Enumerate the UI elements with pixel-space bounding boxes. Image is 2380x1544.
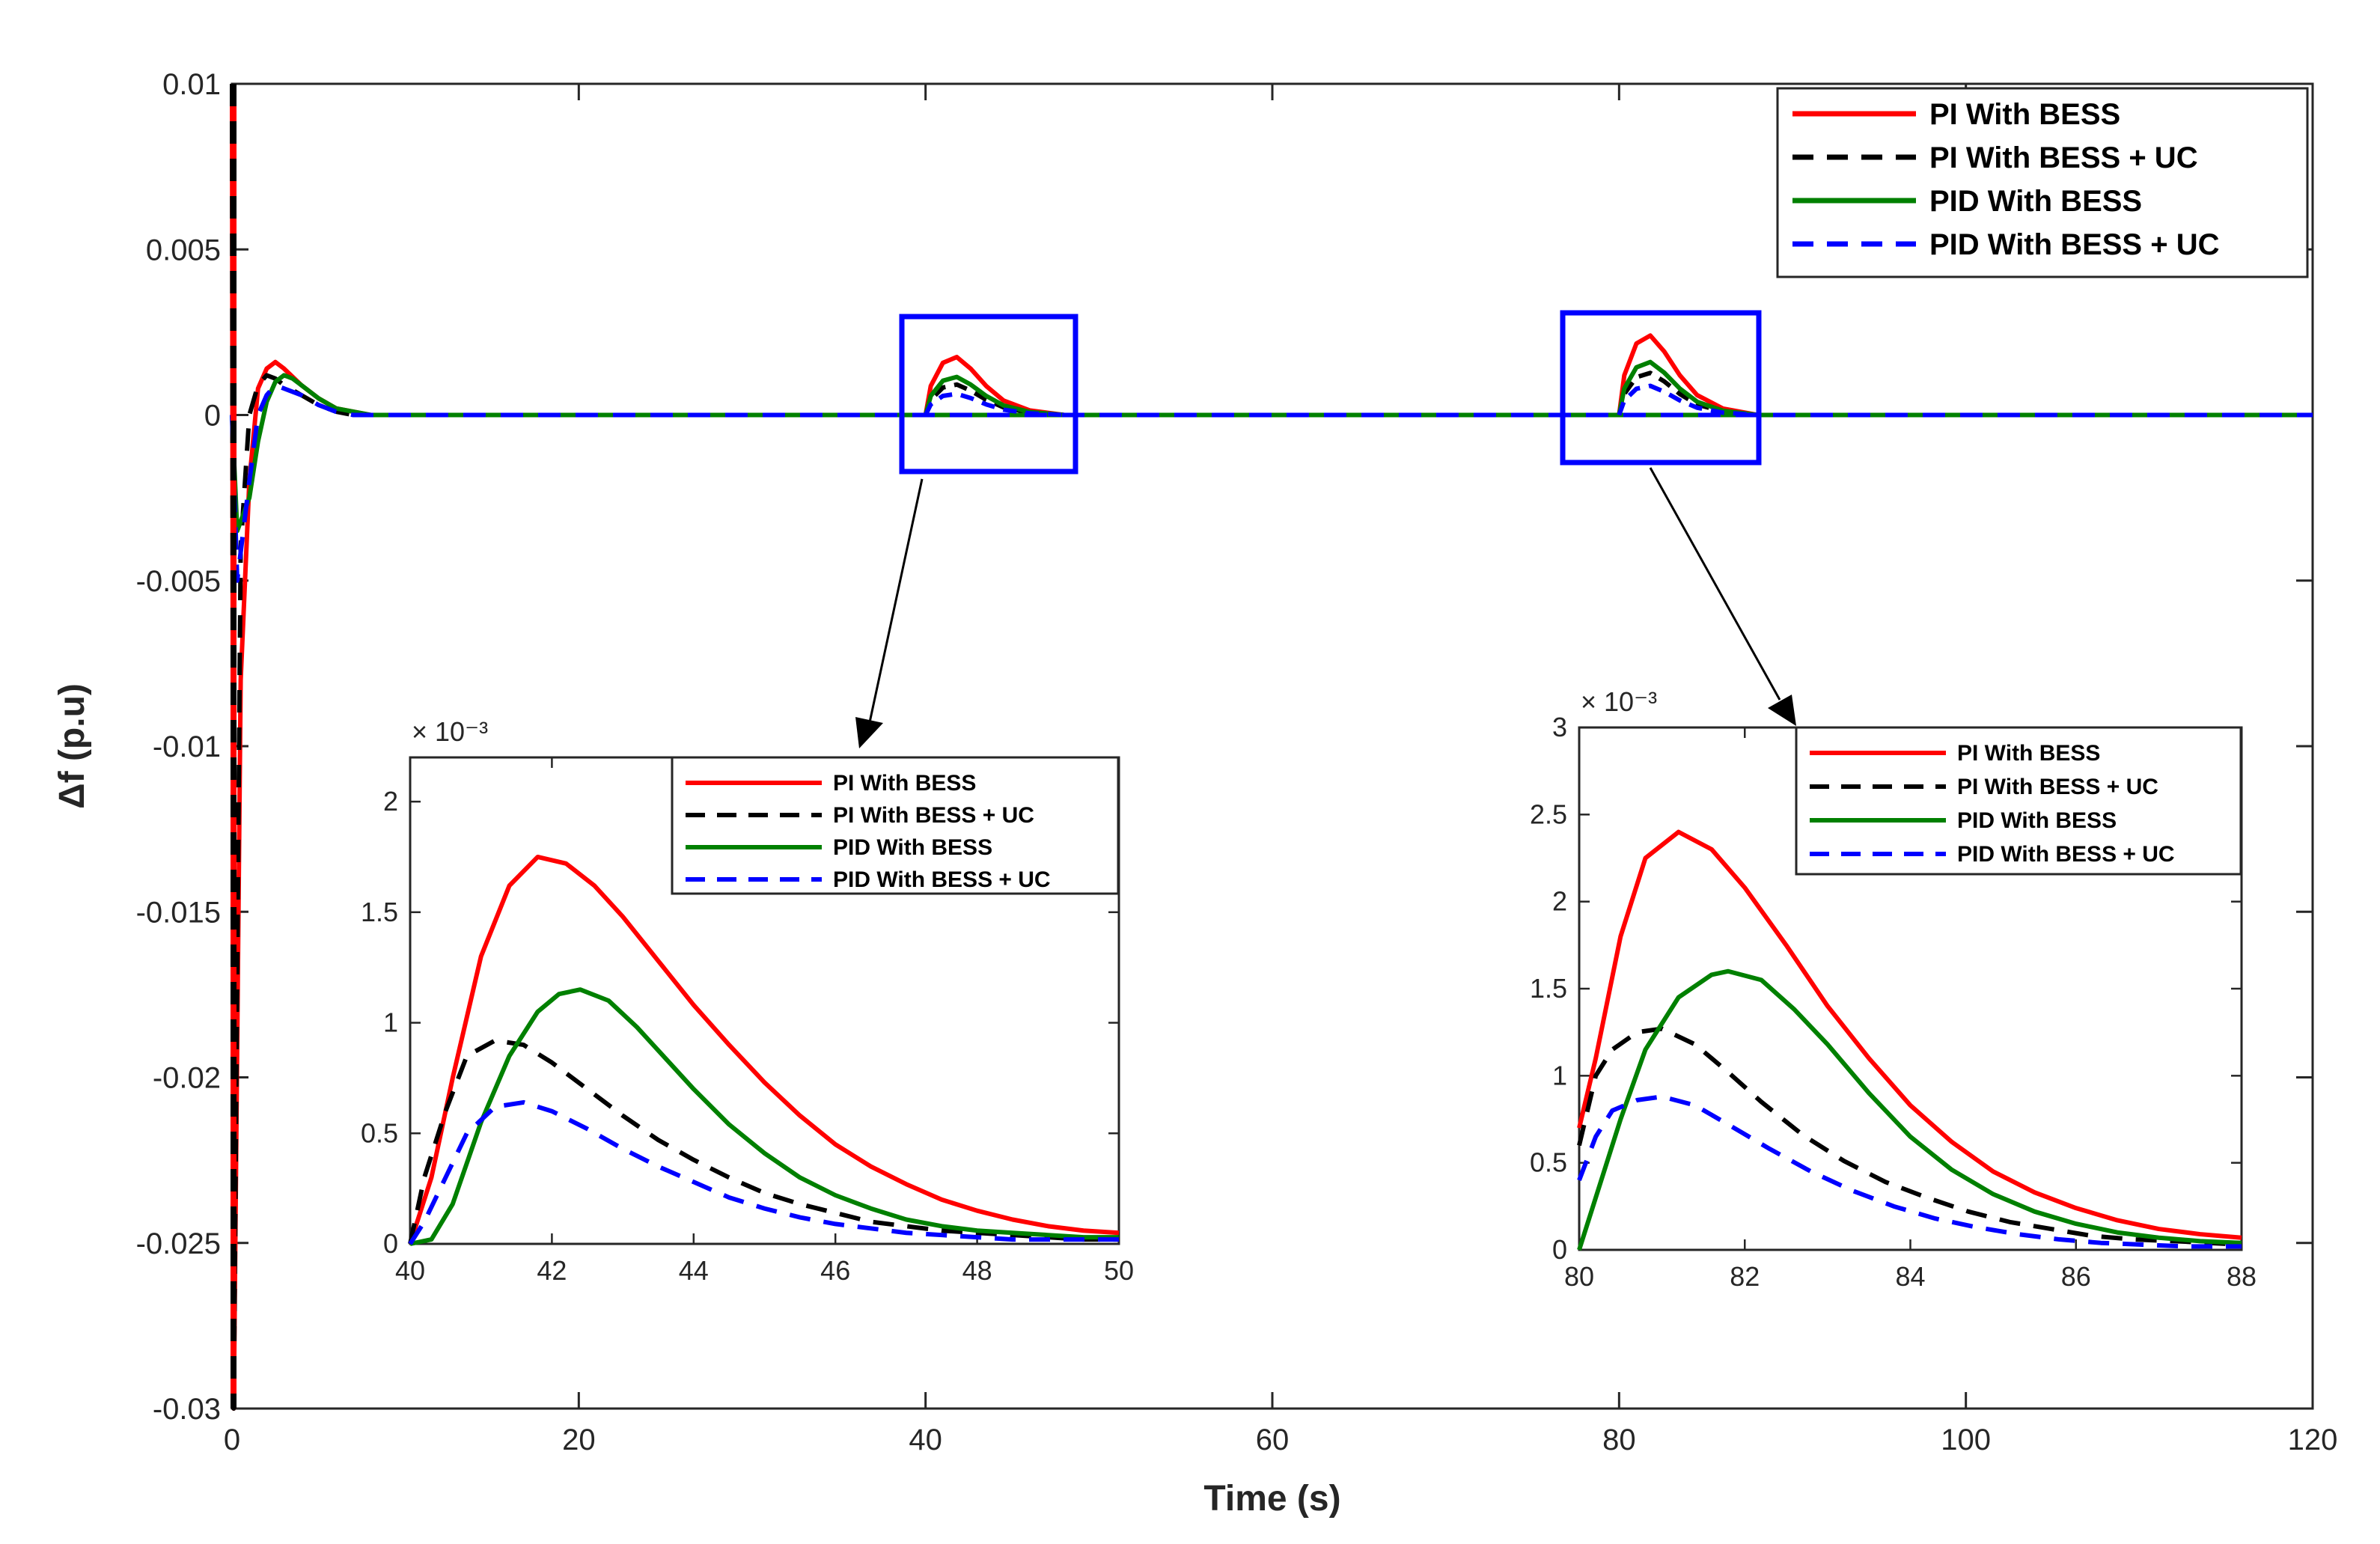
inset-x-tick-label: 50 [1104,1255,1134,1286]
main-legend-entry-pid-with-bess: PID With BESS [1792,185,2142,218]
inset-y-tick-label: 0 [383,1228,398,1259]
main-legend: PI With BESS PI With BESS + UC PID With BE… [1776,87,2309,278]
inset-y-tick-label: 2 [383,786,398,817]
inset-y-tick-label: 1 [1552,1060,1567,1090]
main-series-lines [230,83,2313,1411]
inset-legend-label: PID With BESS [1957,808,2117,833]
main-bump-pi-with-bess-uc [1617,370,1758,418]
inset-legend-label: PID With BESS [833,835,992,860]
inset-y-tick-label: 0.5 [361,1117,398,1148]
inset-legend-entry-pid-with-bess: PID With BESS [686,835,992,860]
inset-40s-legend-box [671,756,1120,895]
inset-legend-entry-pi-with-bess-uc: PI With BESS + UC [1810,775,2158,799]
main-bump-pid-with-bess-uc [1617,383,1758,418]
inset-legend-label: PI With BESS [833,771,976,796]
inset-40s-series-lines [408,854,1120,1246]
inset-y-tick-label: 1.5 [1530,973,1567,1004]
inset-legend-entry-pi-with-bess-uc: PI With BESS + UC [686,803,1034,828]
inset-legend-label: PI With BESS [1957,741,2100,766]
zoom-indicators [855,310,1796,748]
inset-plot-80s: 80 82 84 86 88 0 0.5 1 1.5 2 2.5 3 × 10⁻³ PI With B… [1530,686,2257,1292]
main-y-tick-label: -0.015 [136,896,221,929]
inset-plot-40s: 40 42 44 46 48 50 0 0.5 1 1.5 2 × 10⁻³ PI With BES… [361,716,1134,1286]
inset-legend-entry-pid-with-bess-uc: PID With BESS + UC [1810,842,2175,867]
inset-80s-legend: PI With BESS PI With BESS + UC PID With BE… [1795,726,2242,876]
inset-x-tick-label: 80 [1564,1261,1594,1292]
main-y-tick-label: 0.01 [162,68,221,101]
main-x-tick-label: 100 [1941,1424,1991,1456]
main-legend-entry-pi-with-bess: PI With BESS [1792,98,2120,131]
zoom-arrow-40s [855,478,924,748]
inset-y-tick-label: 2.5 [1530,799,1567,829]
inset-y-tick-label: 2 [1552,886,1567,917]
inset-x-tick-label: 88 [2227,1261,2257,1292]
zoom-box-80s [1560,310,1762,466]
inset-80s-exponent: × 10⁻³ [1581,686,1657,717]
inset-line-pi-with-bess [1577,829,2242,1240]
main-bump-pid-with-bess [1617,359,1759,418]
main-bump-pid-with-bess [923,374,1065,418]
main-bump-pi-with-bess [923,355,1065,418]
main-legend-label: PID With BESS + UC [1929,228,2219,261]
main-y-tick-label: 0.005 [146,234,221,266]
main-ticks: 0 20 40 60 80 100 1200.010.0050-0.005-0.01-0.0… [136,68,2338,1456]
main-x-axis-label: Time (s) [1203,1479,1340,1519]
main-y-tick-label: -0.025 [136,1227,221,1260]
inset-x-tick-label: 44 [679,1255,709,1286]
inset-x-tick-label: 82 [1730,1261,1760,1292]
main-y-tick-label: -0.02 [153,1062,221,1095]
main-x-tick-label: 40 [909,1424,942,1456]
main-legend-label: PI With BESS [1929,98,2120,131]
inset-line-pi-with-bess [408,854,1120,1245]
inset-legend-entry-pi-with-bess: PI With BESS [686,771,976,796]
main-legend-label: PI With BESS + UC [1929,141,2198,174]
main-y-tick-label: 0 [204,400,221,433]
main-x-tick-label: 60 [1256,1424,1290,1456]
inset-legend-entry-pid-with-bess-uc: PID With BESS + UC [686,867,1051,892]
inset-x-tick-label: 46 [820,1255,850,1286]
inset-x-tick-label: 48 [962,1255,992,1286]
main-y-tick-label: -0.03 [153,1393,221,1426]
main-y-tick-label: -0.005 [136,565,221,598]
main-y-axis-label: Δf (p.u) [52,683,92,809]
zoom-arrow-80s [1649,467,1796,726]
main-legend-entry-pid-with-bess-uc: PID With BESS + UC [1792,228,2219,261]
inset-y-tick-label: 3 [1552,712,1567,742]
inset-80s-ticks: 80 82 84 86 88 0 0.5 1 1.5 2 2.5 3 [1530,712,2257,1292]
main-x-tick-label: 0 [224,1424,240,1456]
inset-line-pid-with-bess [409,987,1119,1246]
inset-x-tick-label: 42 [537,1255,567,1286]
inset-legend-entry-pid-with-bess: PID With BESS [1810,808,2117,833]
inset-legend-label: PI With BESS + UC [1957,775,2158,799]
main-line-pid-with-bess-uc [230,382,2313,583]
main-legend-label: PID With BESS [1929,185,2142,218]
main-x-tick-label: 120 [2288,1424,2338,1456]
main-bump-pi-with-bess [1617,333,1759,418]
inset-line-pid-with-bess [1577,968,2242,1251]
inset-40s-legend: PI With BESS PI With BESS + UC PID With BE… [671,756,1120,895]
inset-legend-label: PID With BESS + UC [833,867,1051,892]
main-x-tick-label: 20 [562,1424,596,1456]
inset-y-tick-label: 1.5 [361,897,398,927]
main-bump-pid-with-bess-uc [923,391,1065,418]
inset-legend-label: PID With BESS + UC [1957,842,2175,867]
inset-x-tick-label: 86 [2061,1261,2091,1292]
inset-line-pid-with-bess-uc [1577,1094,2242,1249]
main-legend-entry-pi-with-bess-uc: PI With BESS + UC [1792,141,2198,174]
inset-y-tick-label: 0 [1552,1234,1567,1265]
inset-y-tick-label: 1 [383,1007,398,1038]
inset-legend-label: PI With BESS + UC [833,803,1034,828]
inset-line-pid-with-bess-uc [408,1099,1119,1245]
inset-x-tick-label: 40 [395,1255,425,1286]
main-y-tick-label: -0.01 [153,730,221,763]
zoom-box-40s [899,314,1078,475]
main-series-pid-with-bess-uc [230,382,2313,583]
main-x-tick-label: 80 [1602,1424,1636,1456]
inset-40s-exponent: × 10⁻³ [412,716,488,747]
inset-legend-entry-pi-with-bess: PI With BESS [1810,741,2100,766]
inset-y-tick-label: 0.5 [1530,1147,1567,1178]
inset-80s-series-lines [1577,829,2242,1251]
inset-x-tick-label: 84 [1895,1261,1925,1292]
